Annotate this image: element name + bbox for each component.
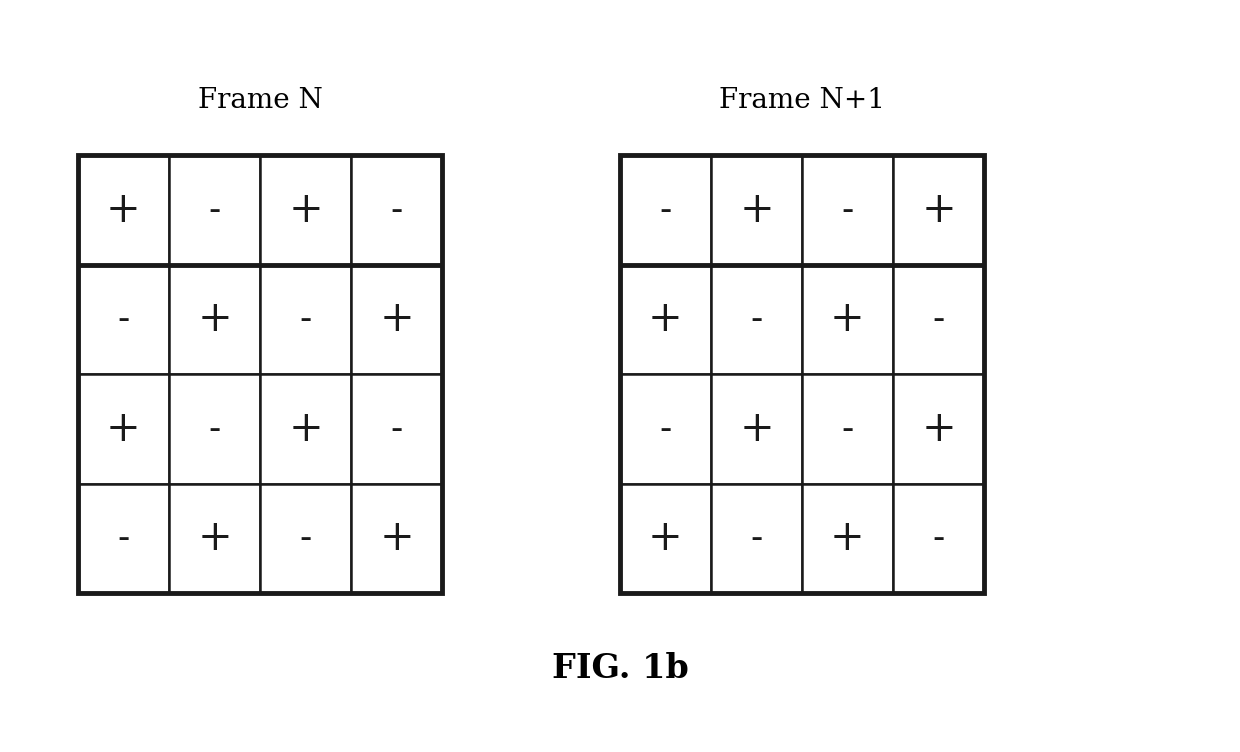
Bar bbox=[620, 374, 711, 484]
Bar bbox=[78, 155, 441, 593]
Text: -: - bbox=[750, 302, 763, 336]
Text: +: + bbox=[107, 189, 141, 231]
Bar bbox=[78, 155, 169, 265]
Bar bbox=[169, 374, 260, 484]
Text: -: - bbox=[118, 521, 130, 555]
Text: +: + bbox=[288, 408, 322, 450]
Text: -: - bbox=[932, 302, 945, 336]
Bar bbox=[802, 484, 893, 593]
Bar bbox=[893, 484, 985, 593]
Text: +: + bbox=[649, 299, 683, 340]
Bar bbox=[78, 484, 169, 593]
Bar bbox=[711, 484, 802, 593]
Bar bbox=[169, 155, 260, 265]
Bar bbox=[620, 265, 711, 374]
Bar bbox=[169, 484, 260, 593]
Text: +: + bbox=[921, 189, 956, 231]
Text: -: - bbox=[750, 521, 763, 555]
Text: +: + bbox=[288, 189, 322, 231]
Text: +: + bbox=[649, 517, 683, 559]
Bar bbox=[260, 265, 351, 374]
Bar bbox=[802, 374, 893, 484]
Text: -: - bbox=[299, 521, 311, 555]
Bar bbox=[260, 155, 351, 265]
Text: -: - bbox=[391, 193, 403, 227]
Text: -: - bbox=[660, 193, 672, 227]
Text: +: + bbox=[197, 517, 232, 559]
Text: +: + bbox=[197, 299, 232, 340]
Bar bbox=[711, 155, 802, 265]
Bar bbox=[893, 374, 985, 484]
Bar bbox=[78, 374, 169, 484]
Bar bbox=[893, 155, 985, 265]
Bar bbox=[351, 374, 441, 484]
Bar bbox=[711, 374, 802, 484]
Bar bbox=[893, 265, 985, 374]
Text: +: + bbox=[379, 299, 414, 340]
Bar bbox=[351, 265, 441, 374]
Bar bbox=[260, 374, 351, 484]
Bar bbox=[78, 265, 169, 374]
Text: -: - bbox=[208, 193, 221, 227]
Text: -: - bbox=[842, 193, 853, 227]
Bar bbox=[802, 265, 893, 374]
Text: -: - bbox=[932, 521, 945, 555]
Text: -: - bbox=[208, 412, 221, 446]
Text: -: - bbox=[299, 302, 311, 336]
Bar bbox=[351, 155, 441, 265]
Bar bbox=[351, 484, 441, 593]
Bar bbox=[620, 155, 985, 593]
Text: +: + bbox=[830, 299, 864, 340]
Bar bbox=[620, 484, 711, 593]
Text: +: + bbox=[739, 189, 774, 231]
Text: -: - bbox=[660, 412, 672, 446]
Text: +: + bbox=[379, 517, 414, 559]
Text: +: + bbox=[739, 408, 774, 450]
Text: -: - bbox=[118, 302, 130, 336]
Text: +: + bbox=[107, 408, 141, 450]
Text: Frame N: Frame N bbox=[197, 86, 322, 114]
Bar bbox=[260, 484, 351, 593]
Bar bbox=[802, 155, 893, 265]
Text: Frame N+1: Frame N+1 bbox=[719, 86, 885, 114]
Text: -: - bbox=[391, 412, 403, 446]
Bar bbox=[169, 265, 260, 374]
Bar bbox=[620, 155, 711, 265]
Bar bbox=[711, 265, 802, 374]
Text: +: + bbox=[921, 408, 956, 450]
Text: -: - bbox=[842, 412, 853, 446]
Text: FIG. 1b: FIG. 1b bbox=[552, 651, 688, 684]
Text: +: + bbox=[830, 517, 864, 559]
